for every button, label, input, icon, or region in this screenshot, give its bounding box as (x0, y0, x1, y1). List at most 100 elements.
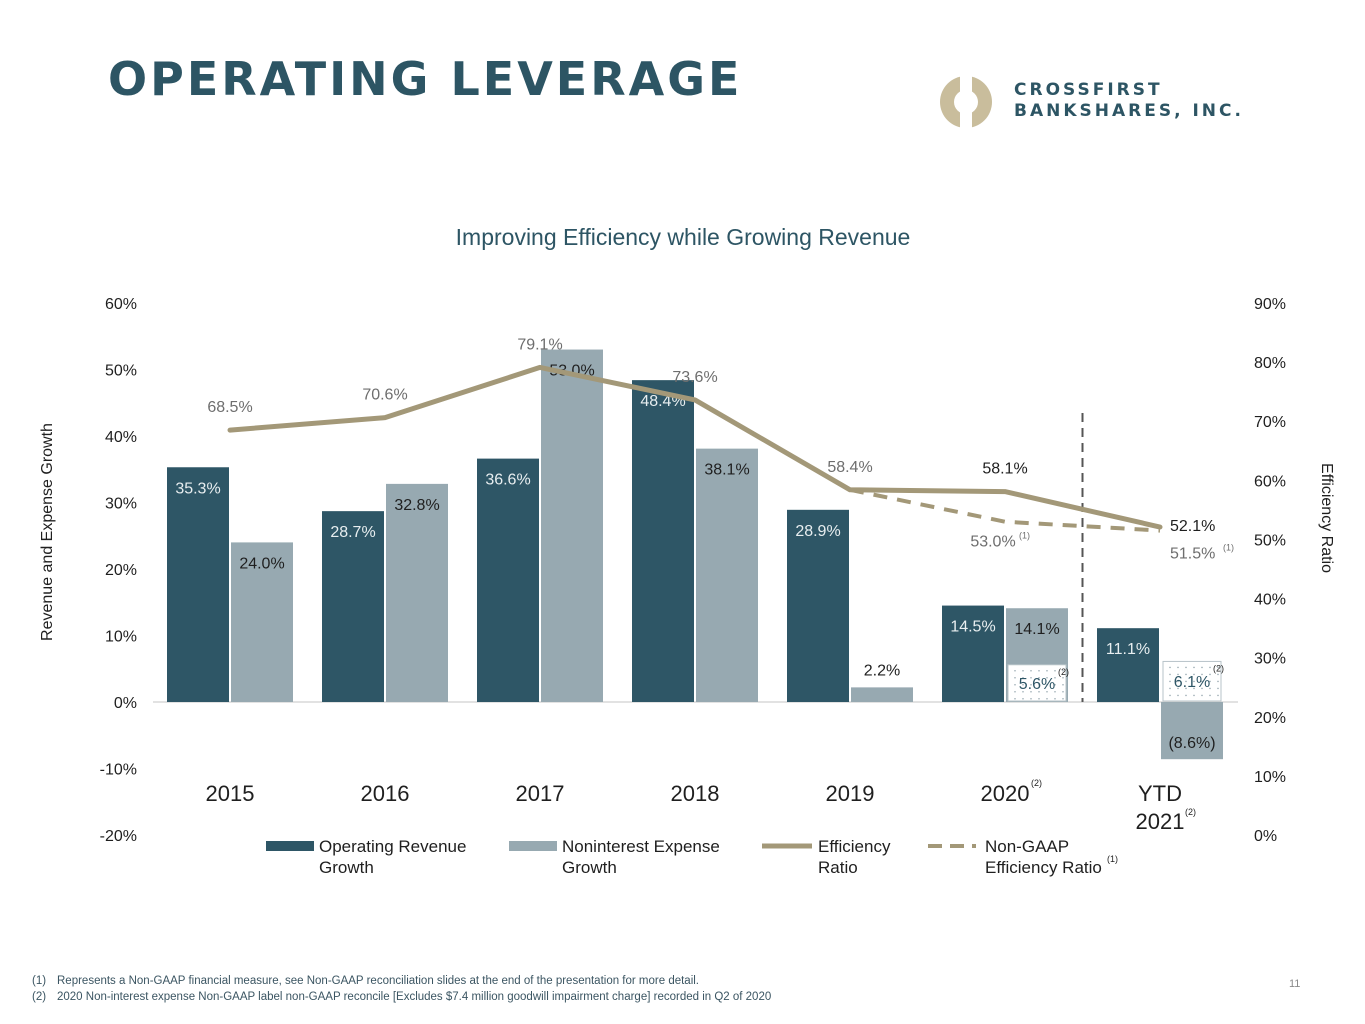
non-gaap-box-dot (1038, 683, 1040, 686)
non-gaap-box-dot (1054, 683, 1056, 686)
x-axis-category-label: YTD (1138, 781, 1182, 806)
non-gaap-box-dot (1062, 676, 1064, 679)
non-gaap-box-dot (1169, 673, 1171, 676)
y2-axis-tick-label: 70% (1254, 414, 1286, 431)
company-logo: CROSSFIRST BANKSHARES, INC. (938, 74, 1268, 130)
non-gaap-box-dot (1022, 669, 1024, 672)
efficiency-ratio-label: 58.1% (982, 461, 1027, 478)
non-gaap-box-dot (1038, 669, 1040, 672)
efficiency-ratio-label: 70.6% (362, 387, 407, 404)
non-gaap-box-dot (1185, 694, 1187, 697)
footnote-1: (1) Represents a Non-GAAP financial measu… (32, 973, 771, 989)
non-gaap-box-dot (1022, 683, 1024, 686)
y-axis-tick-label: -10% (100, 762, 137, 779)
y2-axis-tick-label: 30% (1254, 651, 1286, 668)
non-gaap-box-dot (1193, 680, 1195, 683)
non-gaap-box-dot (1046, 669, 1048, 672)
non-gaap-box-dot (1177, 687, 1179, 690)
legend-label: Operating Revenue (319, 837, 466, 856)
non-gaap-box-dot (1169, 694, 1171, 697)
y2-axis-tick-label: 50% (1254, 532, 1286, 549)
logo-line-1: CROSSFIRST (1014, 80, 1163, 100)
legend-note: (1) (1107, 854, 1118, 864)
efficiency-ratio-label: 58.4% (827, 459, 872, 476)
footnote-2-number: (2) (32, 991, 47, 1003)
non-gaap-box-dot (1177, 680, 1179, 683)
y-axis-tick-label: 60% (105, 296, 137, 313)
non-gaap-box-dot (1169, 666, 1171, 669)
footnote-1-number: (1) (32, 975, 47, 987)
revenue-growth-label: 36.6% (485, 472, 530, 489)
non-gaap-box-dot (1177, 694, 1179, 697)
revenue-growth-label: 28.7% (330, 524, 375, 541)
non-gaap-box-dot (1022, 690, 1024, 693)
non-gaap-box-dot (1062, 669, 1064, 672)
y-axis-tick-label: 50% (105, 363, 137, 380)
revenue-growth-bar (787, 509, 849, 702)
non-gaap-box-dot (1038, 676, 1040, 679)
expense-growth-label: 32.8% (394, 497, 439, 514)
efficiency-ratio-label: 68.5% (207, 399, 252, 416)
non-gaap-box-dot (1185, 666, 1187, 669)
non-gaap-box-dot (1201, 666, 1203, 669)
revenue-growth-bar (942, 605, 1004, 702)
non-gaap-box-dot (1046, 676, 1048, 679)
revenue-growth-label: 28.9% (795, 523, 840, 540)
non-gaap-box-dot (1062, 683, 1064, 686)
non-gaap-expense-label: 6.1% (1174, 674, 1210, 691)
x-axis-category-note: (2) (1185, 807, 1196, 817)
non-gaap-box-dot (1014, 683, 1016, 686)
non-gaap-box-dot (1014, 676, 1016, 679)
non-gaap-box-dot (1030, 690, 1032, 693)
non-gaap-box-dot (1022, 697, 1024, 700)
non-gaap-box-dot (1217, 680, 1219, 683)
page-title: OPERATING LEVERAGE (108, 52, 743, 106)
legend-label-line2: Ratio (818, 858, 858, 877)
non-gaap-box-dot (1209, 694, 1211, 697)
non-gaap-expense-box (1162, 660, 1222, 702)
non-gaap-box-dot (1038, 690, 1040, 693)
non-gaap-box-dot (1217, 687, 1219, 690)
non-gaap-box-dot (1193, 666, 1195, 669)
y2-axis-tick-label: 20% (1254, 710, 1286, 727)
y2-axis-tick-label: 0% (1254, 828, 1277, 845)
non-gaap-box-dot (1209, 666, 1211, 669)
footnotes: (1) Represents a Non-GAAP financial measu… (32, 973, 771, 1005)
expense-growth-bar (1161, 702, 1223, 760)
y-axis-tick-label: 0% (114, 695, 137, 712)
expense-growth-bar (541, 349, 603, 702)
chart-title: Improving Efficiency while Growing Reven… (456, 224, 911, 250)
non-gaap-box-dot (1030, 676, 1032, 679)
non-gaap-efficiency-note: (1) (1019, 531, 1030, 541)
legend-swatch (509, 841, 557, 851)
x-axis-category-label: 2016 (361, 781, 410, 806)
expense-growth-label: 24.0% (239, 555, 284, 572)
non-gaap-box-dot (1201, 680, 1203, 683)
revenue-growth-bar (632, 380, 694, 702)
non-gaap-box-dot (1030, 697, 1032, 700)
non-gaap-expense-box (1007, 664, 1067, 702)
non-gaap-efficiency-line (849, 487, 1161, 533)
legend-label-line2: Growth (319, 858, 374, 877)
non-gaap-box-dot (1185, 680, 1187, 683)
logo-line-2: BANKSHARES, INC. (1014, 101, 1244, 121)
expense-growth-bar (696, 448, 758, 702)
legend-label: Non-GAAP (985, 837, 1069, 856)
non-gaap-box-dot (1046, 690, 1048, 693)
non-gaap-box-dot (1062, 690, 1064, 693)
non-gaap-box-dot (1054, 676, 1056, 679)
footnote-2: (2) 2020 Non-interest expense Non-GAAP la… (32, 989, 771, 1005)
legend-swatch (266, 841, 314, 851)
efficiency-ratio-line (227, 364, 1163, 530)
efficiency-ratio-label: 73.6% (672, 369, 717, 386)
non-gaap-box-dot (1169, 680, 1171, 683)
revenue-growth-label: 14.5% (950, 619, 995, 636)
x-axis-category-label: 2017 (516, 781, 565, 806)
non-gaap-box-dot (1054, 697, 1056, 700)
y-axis-tick-label: 20% (105, 562, 137, 579)
revenue-growth-bar (322, 511, 384, 702)
non-gaap-box-dot (1185, 687, 1187, 690)
non-gaap-efficiency-label: 51.5% (1170, 546, 1215, 563)
non-gaap-box-dot (1217, 666, 1219, 669)
